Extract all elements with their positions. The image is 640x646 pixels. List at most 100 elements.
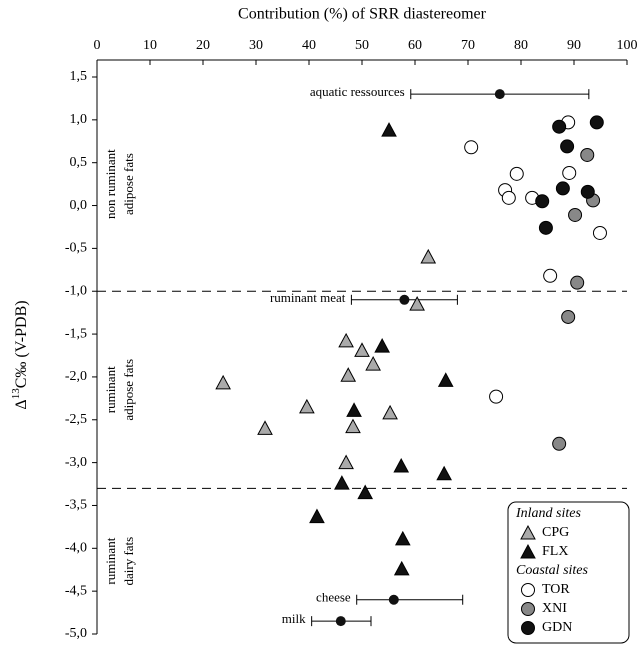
y-tick-label: -1,0 bbox=[65, 283, 87, 298]
circle-marker bbox=[535, 194, 550, 209]
range-point bbox=[399, 294, 410, 305]
circle-marker bbox=[560, 139, 575, 154]
y-tick-label: -2,0 bbox=[65, 369, 87, 384]
circle-marker bbox=[501, 190, 516, 205]
triangle-marker bbox=[357, 484, 374, 500]
circle-marker bbox=[580, 147, 595, 162]
y-label-suffix: C‰ (V-PDB) bbox=[13, 300, 30, 388]
x-tick-label: 10 bbox=[143, 38, 157, 53]
y-tick-label: -3,0 bbox=[65, 455, 87, 470]
triangle-marker bbox=[381, 122, 397, 137]
circle-marker bbox=[570, 275, 585, 290]
triangle-marker bbox=[393, 457, 410, 473]
y-tick-label: 0,5 bbox=[70, 155, 88, 170]
circle-marker bbox=[538, 220, 553, 235]
triangle-marker bbox=[365, 356, 381, 371]
triangle-marker bbox=[393, 560, 410, 576]
legend-label: CPG bbox=[542, 525, 569, 540]
triangle-marker bbox=[437, 372, 454, 387]
triangle-marker bbox=[346, 402, 362, 417]
y-axis-label: Δ13C‰ (V-PDB) bbox=[10, 300, 30, 409]
chart-title: Contribution (%) of SRR diastereomer bbox=[238, 6, 487, 23]
region-label: non ruminant bbox=[103, 149, 118, 219]
range-label: cheese bbox=[316, 590, 351, 605]
circle-marker bbox=[521, 621, 535, 635]
x-tick-label: 100 bbox=[617, 38, 638, 53]
triangle-marker bbox=[520, 524, 536, 540]
triangle-marker bbox=[354, 342, 370, 357]
legend-box bbox=[507, 501, 630, 644]
y-tick-label: 0,0 bbox=[70, 198, 88, 213]
region-label: ruminant bbox=[103, 366, 118, 413]
triangle-marker bbox=[409, 296, 425, 311]
triangle-marker bbox=[340, 367, 357, 382]
x-tick-label: 80 bbox=[514, 38, 528, 53]
circle-marker bbox=[489, 389, 504, 404]
circle-marker bbox=[552, 436, 567, 451]
y-label-sup: 13 bbox=[10, 388, 22, 400]
y-tick-label: 1,5 bbox=[70, 69, 88, 84]
range-point bbox=[494, 89, 505, 100]
x-tick-label: 90 bbox=[567, 38, 581, 53]
legend-group-title: Coastal sites bbox=[516, 563, 589, 578]
triangle-marker bbox=[338, 454, 354, 470]
region-label: adipose fats bbox=[121, 153, 136, 215]
triangle-marker bbox=[257, 420, 273, 435]
legend-label: TOR bbox=[542, 582, 570, 597]
legend-label: XNI bbox=[542, 601, 567, 616]
range-point bbox=[388, 594, 399, 605]
triangle-marker bbox=[215, 374, 231, 390]
circle-marker bbox=[521, 583, 535, 597]
region-label: ruminant bbox=[103, 537, 118, 584]
circle-marker bbox=[561, 309, 576, 324]
triangle-marker bbox=[309, 508, 325, 524]
circle-marker bbox=[580, 184, 595, 199]
circle-marker bbox=[552, 119, 567, 134]
triangle-marker bbox=[338, 332, 354, 348]
region-label: adipose fats bbox=[121, 359, 136, 421]
triangle-marker bbox=[520, 543, 536, 559]
triangle-marker bbox=[374, 338, 390, 353]
y-label-prefix: Δ bbox=[13, 399, 30, 409]
circle-marker bbox=[543, 268, 558, 283]
range-point bbox=[335, 616, 346, 627]
triangle-marker bbox=[394, 530, 411, 546]
x-tick-label: 60 bbox=[408, 38, 422, 53]
legend-label: GDN bbox=[542, 620, 572, 635]
triangle-marker bbox=[299, 398, 315, 414]
circle-marker bbox=[509, 166, 524, 181]
x-tick-label: 20 bbox=[196, 38, 210, 53]
y-tick-label: -5,0 bbox=[65, 626, 87, 641]
circle-marker bbox=[464, 140, 479, 155]
circle-marker bbox=[568, 207, 583, 222]
y-tick-label: -1,5 bbox=[65, 326, 87, 341]
range-label: aquatic ressources bbox=[310, 84, 405, 99]
x-tick-label: 70 bbox=[461, 38, 475, 53]
region-label: dairy fats bbox=[121, 537, 136, 586]
x-tick-label: 0 bbox=[94, 38, 101, 53]
legend-label: FLX bbox=[542, 544, 568, 559]
triangle-marker bbox=[334, 475, 350, 490]
range-label: ruminant meat bbox=[270, 290, 346, 305]
circle-marker bbox=[589, 115, 604, 130]
y-tick-label: -3,5 bbox=[65, 498, 87, 513]
triangle-marker bbox=[436, 465, 452, 481]
circle-marker bbox=[555, 181, 570, 196]
triangle-marker bbox=[345, 418, 361, 434]
circle-marker bbox=[562, 165, 577, 180]
range-label: milk bbox=[282, 611, 306, 626]
x-tick-label: 30 bbox=[249, 38, 263, 53]
y-tick-label: -4,5 bbox=[65, 583, 87, 598]
y-tick-label: -0,5 bbox=[65, 241, 87, 256]
legend-group-title: Inland sites bbox=[515, 506, 581, 521]
x-tick-label: 40 bbox=[302, 38, 316, 53]
x-tick-label: 50 bbox=[355, 38, 369, 53]
y-tick-label: -4,0 bbox=[65, 541, 87, 556]
y-tick-label: 1,0 bbox=[70, 112, 88, 127]
triangle-marker bbox=[420, 248, 437, 264]
circle-marker bbox=[592, 225, 607, 240]
circle-marker bbox=[521, 602, 535, 616]
y-tick-label: -2,5 bbox=[65, 412, 87, 427]
triangle-marker bbox=[382, 404, 398, 420]
